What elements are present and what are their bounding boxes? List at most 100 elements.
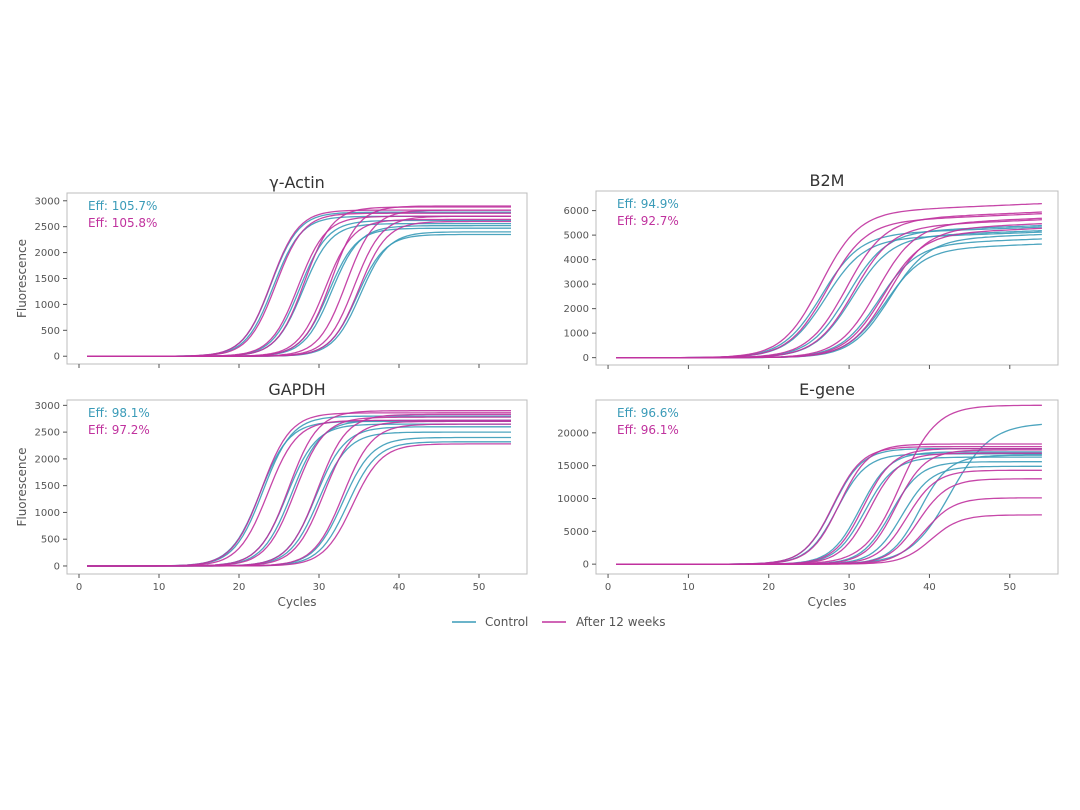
- y-tick-label: 1000: [564, 329, 589, 340]
- y-tick-label: 3000: [35, 401, 60, 412]
- plot-frame: [595, 190, 1059, 366]
- efficiency-after: Eff: 105.8%: [88, 216, 157, 230]
- x-axis-label: Cycles: [277, 595, 316, 609]
- y-tick-label: 2000: [35, 454, 60, 465]
- efficiency-control: Eff: 98.1%: [88, 406, 150, 420]
- after-12-weeks-curve: [616, 217, 1042, 359]
- curves: [616, 404, 1042, 565]
- after-12-weeks-curve: [616, 202, 1042, 359]
- after-12-weeks-curve: [616, 514, 1042, 565]
- x-tick-label: 0: [605, 582, 611, 593]
- y-tick-label: 0: [54, 561, 60, 572]
- curves: [87, 205, 511, 357]
- control-curve: [87, 227, 511, 357]
- after-12-weeks-curve: [616, 219, 1042, 359]
- y-tick-label: 2500: [35, 222, 60, 233]
- control-curve: [616, 456, 1042, 565]
- chart-panel-2: 0 1000 2000 3000 4000 5000 6000 B2M Eff: 94.9% Ef…: [564, 171, 1059, 369]
- plot-frame: [66, 399, 528, 575]
- y-tick-label: 2000: [564, 304, 589, 315]
- panel-title: B2M: [810, 171, 845, 190]
- y-tick-label: 4000: [564, 255, 589, 266]
- y-tick-label: 10000: [557, 494, 589, 505]
- y-axis-label: Fluorescence: [15, 239, 29, 318]
- control-curve: [616, 447, 1042, 565]
- y-tick-label: 6000: [564, 206, 589, 217]
- chart-panel-4: 0 5000 10000 15000 20000 0 10 20 30 40 50 E-gene Cyc…: [557, 380, 1059, 609]
- x-tick-label: 30: [843, 582, 856, 593]
- control-curve: [616, 233, 1042, 359]
- legend-control-label: Control: [485, 615, 528, 629]
- y-tick-label: 3000: [564, 280, 589, 291]
- after-12-weeks-curve: [87, 220, 511, 357]
- panel-title: γ-Actin: [269, 173, 325, 192]
- after-12-weeks-curve: [616, 445, 1042, 565]
- control-curve: [87, 423, 511, 567]
- x-tick-label: 10: [682, 582, 695, 593]
- legend-after-label: After 12 weeks: [576, 615, 666, 629]
- y-tick-label: 5000: [564, 231, 589, 242]
- y-tick-label: 500: [41, 326, 60, 337]
- y-tick-label: 500: [41, 535, 60, 546]
- chart-panel-1: 0 500 1000 1500 2000 2500 3000 γ-Actin Fluoresce…: [15, 173, 528, 368]
- after-12-weeks-curve: [616, 213, 1042, 359]
- control-curve: [87, 426, 511, 567]
- control-curve: [87, 215, 511, 357]
- x-tick-label: 50: [473, 582, 486, 593]
- control-curve: [616, 451, 1042, 565]
- x-tick-label: 50: [1003, 582, 1016, 593]
- chart-panels: 050010001500200025003000γ-ActinFluoresce…: [15, 171, 1059, 609]
- x-tick-label: 40: [923, 582, 936, 593]
- x-tick-label: 10: [153, 582, 166, 593]
- legend: Control After 12 weeks: [452, 615, 666, 629]
- y-tick-label: 5000: [564, 527, 589, 538]
- efficiency-control: Eff: 96.6%: [617, 406, 679, 420]
- y-axis-label: Fluorescence: [15, 447, 29, 526]
- control-curve: [87, 231, 511, 357]
- y-tick-label: 1500: [35, 481, 60, 492]
- y-tick-label: 1500: [35, 274, 60, 285]
- control-curve: [87, 436, 511, 567]
- after-12-weeks-curve: [616, 404, 1042, 565]
- control-curve: [616, 238, 1042, 359]
- after-12-weeks-curve: [87, 443, 511, 567]
- x-tick-label: 20: [233, 582, 246, 593]
- y-tick-label: 0: [54, 352, 60, 363]
- after-12-weeks-curve: [87, 215, 511, 357]
- y-tick-label: 1000: [35, 300, 60, 311]
- after-12-weeks-curve: [616, 223, 1042, 359]
- chart-panel-3: 0 500 1000 1500 2000 2500 3000 0 10 20 30 40 50 GAPDH…: [15, 380, 528, 609]
- y-tick-label: 2000: [35, 248, 60, 259]
- y-tick-label: 0: [583, 353, 589, 364]
- control-curve: [616, 229, 1042, 359]
- efficiency-control: Eff: 94.9%: [617, 197, 679, 211]
- after-12-weeks-curve: [87, 215, 511, 357]
- x-tick-label: 0: [76, 582, 82, 593]
- x-tick-label: 20: [762, 582, 775, 593]
- after-12-weeks-curve: [616, 478, 1042, 565]
- control-curve: [616, 243, 1042, 359]
- panel-title: E-gene: [799, 380, 855, 399]
- after-12-weeks-curve: [87, 420, 511, 567]
- after-12-weeks-curve: [616, 452, 1042, 565]
- panel-title: GAPDH: [268, 380, 325, 399]
- after-12-weeks-curve: [616, 447, 1042, 565]
- x-tick-label: 40: [393, 582, 406, 593]
- control-curve: [616, 231, 1042, 359]
- after-12-weeks-curve: [87, 423, 511, 567]
- y-tick-label: 1000: [35, 508, 60, 519]
- y-tick-label: 15000: [557, 461, 589, 472]
- y-tick-label: 2500: [35, 428, 60, 439]
- efficiency-after: Eff: 97.2%: [88, 423, 150, 437]
- y-tick-label: 20000: [557, 428, 589, 439]
- efficiency-after: Eff: 92.7%: [617, 214, 679, 228]
- control-curve: [87, 431, 511, 567]
- plot-frame: [595, 399, 1059, 575]
- after-12-weeks-curve: [87, 218, 511, 357]
- y-tick-label: 0: [583, 560, 589, 571]
- x-tick-label: 30: [313, 582, 326, 593]
- efficiency-after: Eff: 96.1%: [617, 423, 679, 437]
- efficiency-control: Eff: 105.7%: [88, 199, 157, 213]
- after-12-weeks-curve: [616, 469, 1042, 565]
